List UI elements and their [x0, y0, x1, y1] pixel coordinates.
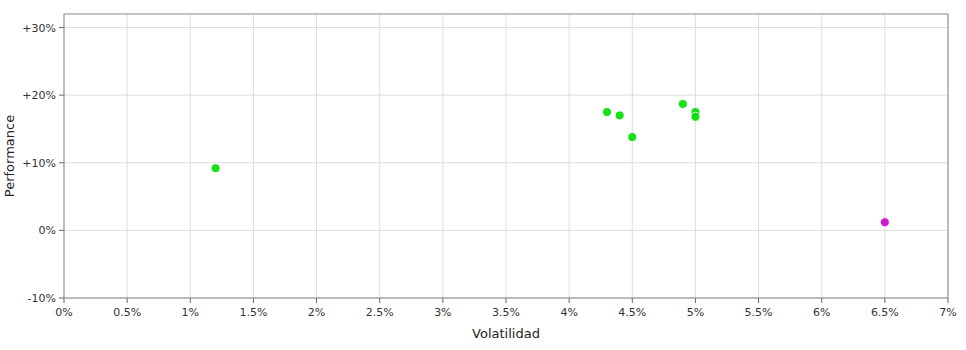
- x-tick: [569, 298, 570, 303]
- plot-area: [64, 14, 948, 298]
- x-tick-label: 4.5%: [618, 306, 646, 319]
- grid-line-x: [127, 14, 128, 298]
- x-tick-label: 2.5%: [366, 306, 394, 319]
- y-tick-label: -10%: [28, 292, 56, 305]
- x-tick: [948, 298, 949, 303]
- x-tick-label: 2%: [308, 306, 325, 319]
- scatter-point: [603, 108, 612, 117]
- grid-line-x: [379, 14, 380, 298]
- y-tick-label: 0%: [39, 224, 56, 237]
- grid-line-x: [253, 14, 254, 298]
- x-tick-label: 3%: [434, 306, 451, 319]
- grid-line-x: [758, 14, 759, 298]
- plot-frame: [64, 14, 948, 298]
- x-tick: [442, 298, 443, 303]
- scatter-point: [211, 164, 220, 173]
- y-tick: [59, 95, 64, 96]
- grid-line-y: [64, 95, 948, 96]
- x-axis: 0% 0.5% 1% 1.5% 2% 2.5% 3% 3.5% 4% 4.5% 5% 5.5% 6% 6.…: [55, 298, 956, 319]
- y-axis-label: Performance: [2, 115, 17, 197]
- grid: [64, 14, 948, 298]
- x-tick: [127, 298, 128, 303]
- x-tick: [695, 298, 696, 303]
- y-tick-label: +10%: [22, 157, 56, 170]
- y-tick: [59, 162, 64, 163]
- scatter-point: [691, 112, 700, 121]
- x-tick-label: 7%: [939, 306, 956, 319]
- grid-line-x: [821, 14, 822, 298]
- scatter-point: [615, 111, 624, 120]
- x-tick-label: 6.5%: [871, 306, 899, 319]
- y-tick: [59, 298, 64, 299]
- x-tick: [190, 298, 191, 303]
- x-tick: [379, 298, 380, 303]
- x-tick-label: 1.5%: [239, 306, 267, 319]
- x-tick-label: 0.5%: [113, 306, 141, 319]
- x-tick-label: 5.5%: [745, 306, 773, 319]
- x-tick: [758, 298, 759, 303]
- x-tick: [884, 298, 885, 303]
- x-tick: [64, 298, 65, 303]
- series: [880, 218, 889, 227]
- x-tick: [632, 298, 633, 303]
- data-marks: [211, 99, 889, 226]
- grid-line-x: [632, 14, 633, 298]
- y-tick-label: +20%: [22, 89, 56, 102]
- scatter-point: [880, 218, 889, 227]
- x-tick-label: 1%: [182, 306, 199, 319]
- grid-line-x: [442, 14, 443, 298]
- x-tick-label: 3.5%: [492, 306, 520, 319]
- x-tick: [821, 298, 822, 303]
- x-tick-label: 5%: [687, 306, 704, 319]
- y-tick: [59, 230, 64, 231]
- x-tick: [506, 298, 507, 303]
- series: [211, 99, 700, 172]
- grid-line-x: [884, 14, 885, 298]
- grid-line-x: [506, 14, 507, 298]
- x-tick-label: 0%: [55, 306, 72, 319]
- x-tick-label: 6%: [813, 306, 830, 319]
- grid-line-y: [64, 27, 948, 28]
- grid-line-x: [569, 14, 570, 298]
- y-tick-label: +30%: [22, 22, 56, 35]
- grid-line-y: [64, 230, 948, 231]
- grid-line-x: [695, 14, 696, 298]
- y-axis: -10% 0% +10% +20% +30%: [22, 22, 64, 305]
- grid-line-x: [316, 14, 317, 298]
- grid-line-x: [190, 14, 191, 298]
- x-tick: [253, 298, 254, 303]
- y-tick: [59, 27, 64, 28]
- grid-line-y: [64, 162, 948, 163]
- chart: 0% 0.5% 1% 1.5% 2% 2.5% 3% 3.5% 4% 4.5% 5% 5.5% 6% 6.…: [0, 0, 966, 350]
- x-tick: [316, 298, 317, 303]
- scatter-point: [628, 133, 637, 142]
- x-tick-label: 4%: [560, 306, 577, 319]
- x-axis-label: Volatilidad: [472, 326, 540, 341]
- scatter-point: [678, 99, 687, 108]
